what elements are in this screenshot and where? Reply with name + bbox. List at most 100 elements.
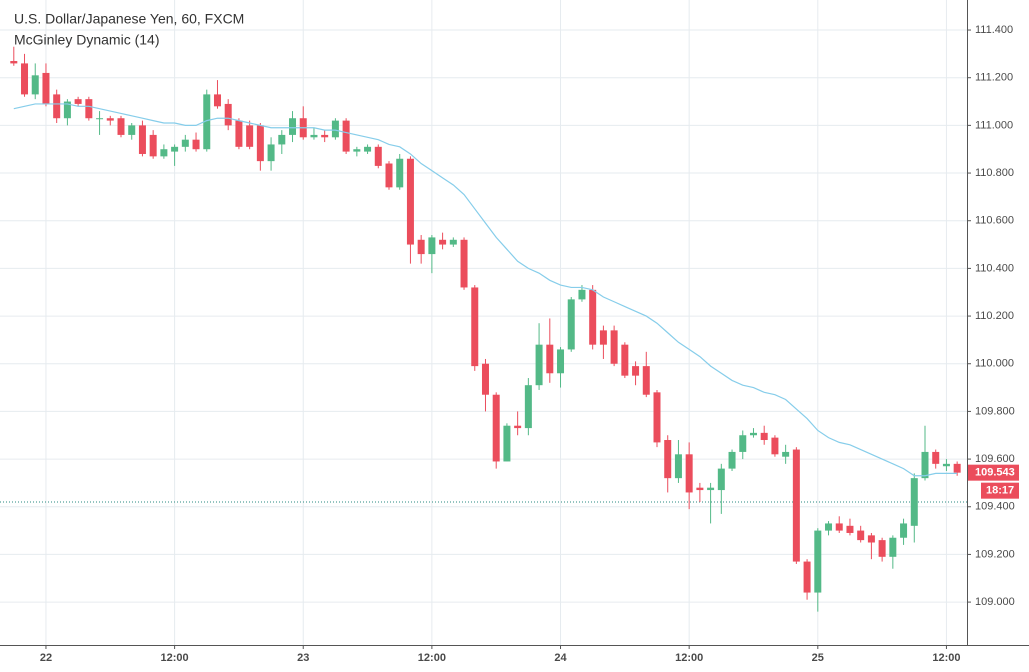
candle-body [267, 144, 275, 162]
candle-body [246, 125, 254, 147]
candle-body [181, 139, 189, 147]
candle-body [96, 118, 104, 120]
y-tick-label: 110.800 [975, 167, 1014, 179]
candle-body [160, 149, 168, 157]
y-tick-label: 110.600 [975, 215, 1014, 227]
x-tick-label: 12:00 [418, 652, 446, 664]
candle-body [439, 239, 447, 245]
candle-body [814, 530, 822, 593]
candle-body [846, 525, 854, 533]
candle-body [825, 523, 833, 531]
candle-body [106, 118, 114, 121]
candle-body [524, 385, 532, 429]
candle-body [739, 435, 747, 452]
indicator-line [13, 103, 958, 477]
price-tag [968, 464, 1019, 481]
y-tick-label: 111.000 [975, 119, 1013, 131]
countdown-label: 18:17 [986, 485, 1014, 497]
legend-entry: McGinley Dynamic (14) [14, 32, 159, 48]
candle-body [889, 537, 897, 557]
candle-body [213, 94, 221, 107]
x-tick-label: 12:00 [161, 652, 189, 664]
candle-body [171, 146, 179, 152]
candle-body [492, 394, 500, 462]
candle-body [503, 425, 511, 462]
candle-body [696, 487, 704, 491]
x-tick-label: 22 [40, 652, 52, 664]
price-tag-label: 109.543 [975, 467, 1015, 479]
x-tick-label: 25 [812, 652, 824, 664]
candle-body [760, 432, 768, 441]
candle-body [128, 125, 136, 135]
candle-body [31, 75, 39, 95]
countdown-tag [981, 482, 1019, 499]
candle-body [653, 392, 661, 443]
chart-title: U.S. Dollar/Japanese Yen, 60, FXCM [14, 11, 244, 27]
candle-body [717, 468, 725, 491]
y-tick-label: 111.400 [975, 24, 1013, 36]
candle-body [42, 72, 50, 104]
candle-body [546, 344, 554, 374]
candle-body [664, 440, 672, 479]
candle-body [803, 561, 811, 593]
axes: 109.000 109.200 109.400 109.600 109.800 110.0… [40, 24, 1019, 664]
candle-body [953, 463, 961, 473]
candle-body [331, 120, 339, 138]
candle-body [921, 451, 929, 479]
candle-body [578, 289, 586, 300]
x-tick-label: 24 [554, 652, 567, 664]
candle-body [138, 125, 146, 154]
candle-body [857, 530, 865, 541]
candle-body [63, 101, 71, 119]
candle-body [942, 463, 950, 467]
candle-body [610, 330, 618, 364]
candle-body [53, 94, 61, 119]
candle-body [310, 134, 318, 138]
candle-body [321, 134, 329, 138]
candle-body [406, 158, 414, 245]
candle-body [235, 120, 243, 147]
candle-body [428, 237, 436, 255]
candle-body [417, 239, 425, 255]
candle-body [278, 134, 286, 145]
candle-body [728, 451, 736, 469]
candle-body [878, 540, 886, 557]
candle-body [557, 349, 565, 374]
candle-body [910, 478, 918, 526]
candle-body [900, 523, 908, 538]
y-tick-label: 110.200 [975, 310, 1014, 322]
y-tick-label: 109.200 [975, 548, 1015, 560]
candle-body [535, 344, 543, 386]
candle-body [289, 118, 297, 135]
y-tick-label: 111.200 [975, 72, 1013, 84]
candle-body [471, 287, 479, 367]
candle-body [385, 163, 393, 188]
candle-body [567, 299, 575, 350]
candle-body [374, 146, 382, 166]
candle-body [685, 454, 693, 493]
candle-body [599, 330, 607, 345]
candle-body [621, 344, 629, 376]
candle-body [224, 103, 232, 126]
candle-body [10, 61, 18, 64]
candle-body [342, 120, 350, 152]
candle-body [674, 454, 682, 479]
candle-body [514, 425, 522, 429]
candle-body [203, 94, 211, 150]
candle-body [149, 134, 157, 157]
y-tick-label: 109.000 [975, 596, 1015, 608]
candle-body [932, 451, 940, 464]
candle-body [589, 289, 597, 345]
y-tick-label: 110.000 [975, 358, 1014, 370]
candle-body [707, 487, 715, 491]
y-tick-label: 109.400 [975, 501, 1015, 513]
plot-area [0, 46, 967, 612]
candle-body [117, 118, 125, 135]
x-tick-label: 12:00 [675, 652, 703, 664]
y-tick-label: 109.800 [975, 405, 1015, 417]
candle-body [835, 523, 843, 531]
candle-body [74, 99, 82, 104]
candle-body [364, 146, 372, 152]
